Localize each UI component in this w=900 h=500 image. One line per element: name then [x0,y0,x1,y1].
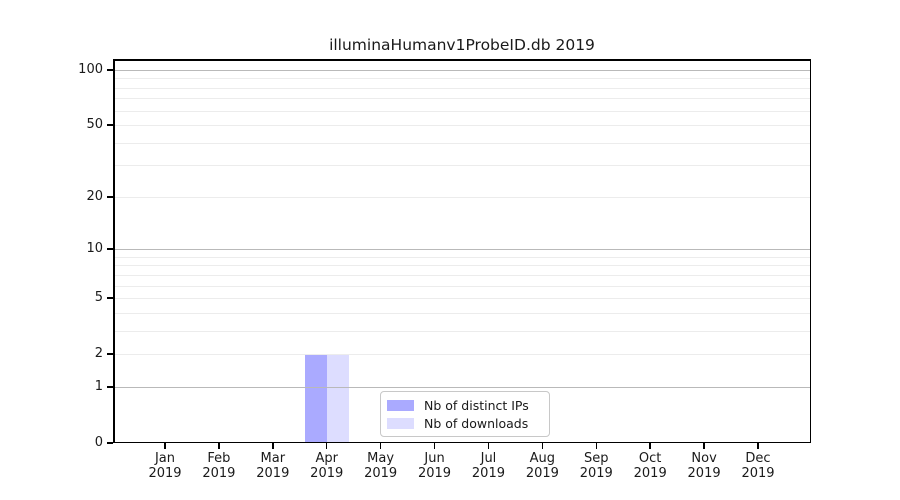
y-tick [107,69,113,71]
minor-gridline [113,165,811,167]
minor-gridline [113,78,811,80]
y-tick-label: 5 [94,290,103,306]
minor-gridline [113,330,811,332]
y-tick-label: 50 [86,117,103,133]
y-tick-label: 20 [86,188,103,204]
x-tick [433,443,436,449]
minor-gridline [113,274,811,276]
x-tick-label-jan: Jan 2019 [148,451,182,481]
y-tick [107,124,113,126]
legend-swatch-downloads [387,417,414,429]
x-tick [703,443,705,449]
axis-spine-bottom [113,441,811,443]
y-tick [107,248,113,250]
x-tick [325,443,328,449]
minor-gridline [113,312,811,314]
x-tick-label-may: May 2019 [364,451,398,481]
minor-gridline [113,87,811,89]
minor-gridline [113,142,811,144]
y-tick-label: 1 [94,378,103,394]
legend-label-downloads: Nb of downloads [424,415,529,431]
x-tick [272,443,274,449]
minor-gridline [113,110,811,112]
y-tick-label: 2 [94,346,103,362]
legend-swatch-distinct-ips [387,399,414,411]
y-tick [107,196,113,198]
major-gridline [113,386,811,388]
major-gridline [113,70,811,71]
minor-gridline [113,285,811,287]
x-tick-label-feb: Feb 2019 [202,451,236,481]
x-tick [379,443,382,449]
legend-label-distinct-ips: Nb of distinct IPs [424,397,529,413]
y-tick-label: 100 [78,62,103,77]
x-tick-label-dec: Dec 2019 [741,451,775,481]
x-tick [649,443,651,449]
x-tick [541,443,544,449]
major-gridline [113,249,811,251]
y-tick-label: 0 [94,435,103,450]
x-tick [164,443,166,449]
x-tick [595,443,598,449]
legend-item-downloads: Nb of downloads [387,415,542,431]
minor-gridline [113,98,811,100]
y-tick-label: 10 [86,241,103,257]
x-tick [487,443,490,449]
x-tick-label-mar: Mar 2019 [256,451,290,481]
x-tick [218,443,220,449]
x-tick-label-aug: Aug 2019 [525,451,559,481]
x-tick-label-sep: Sep 2019 [579,451,613,481]
chart-title: illuminaHumanv1ProbeID.db 2019 [329,36,595,54]
x-tick-label-jul: Jul 2019 [471,451,505,481]
plot-area [113,59,811,443]
minor-gridline [113,265,811,267]
minor-gridline [113,298,811,300]
y-tick [107,442,113,444]
legend: Nb of distinct IPs Nb of downloads [380,391,550,437]
x-tick-label-oct: Oct 2019 [633,451,667,481]
bar-apr-distinct-ips [304,354,327,443]
bar-apr-downloads [326,354,349,443]
x-tick-label-apr: Apr 2019 [310,451,344,481]
y-tick [107,386,113,388]
minor-gridline [113,256,811,258]
y-tick [107,297,113,299]
x-tick-label-nov: Nov 2019 [687,451,721,481]
x-tick [757,443,759,449]
minor-gridline [113,125,811,127]
axis-spine-right [809,59,811,443]
minor-gridline [113,354,811,356]
legend-item-distinct-ips: Nb of distinct IPs [387,397,542,413]
minor-gridline [113,196,811,198]
axis-spine-left [113,59,115,443]
axis-spine-top [113,59,811,61]
x-tick-label-jun: Jun 2019 [417,451,452,481]
y-tick [107,353,113,355]
